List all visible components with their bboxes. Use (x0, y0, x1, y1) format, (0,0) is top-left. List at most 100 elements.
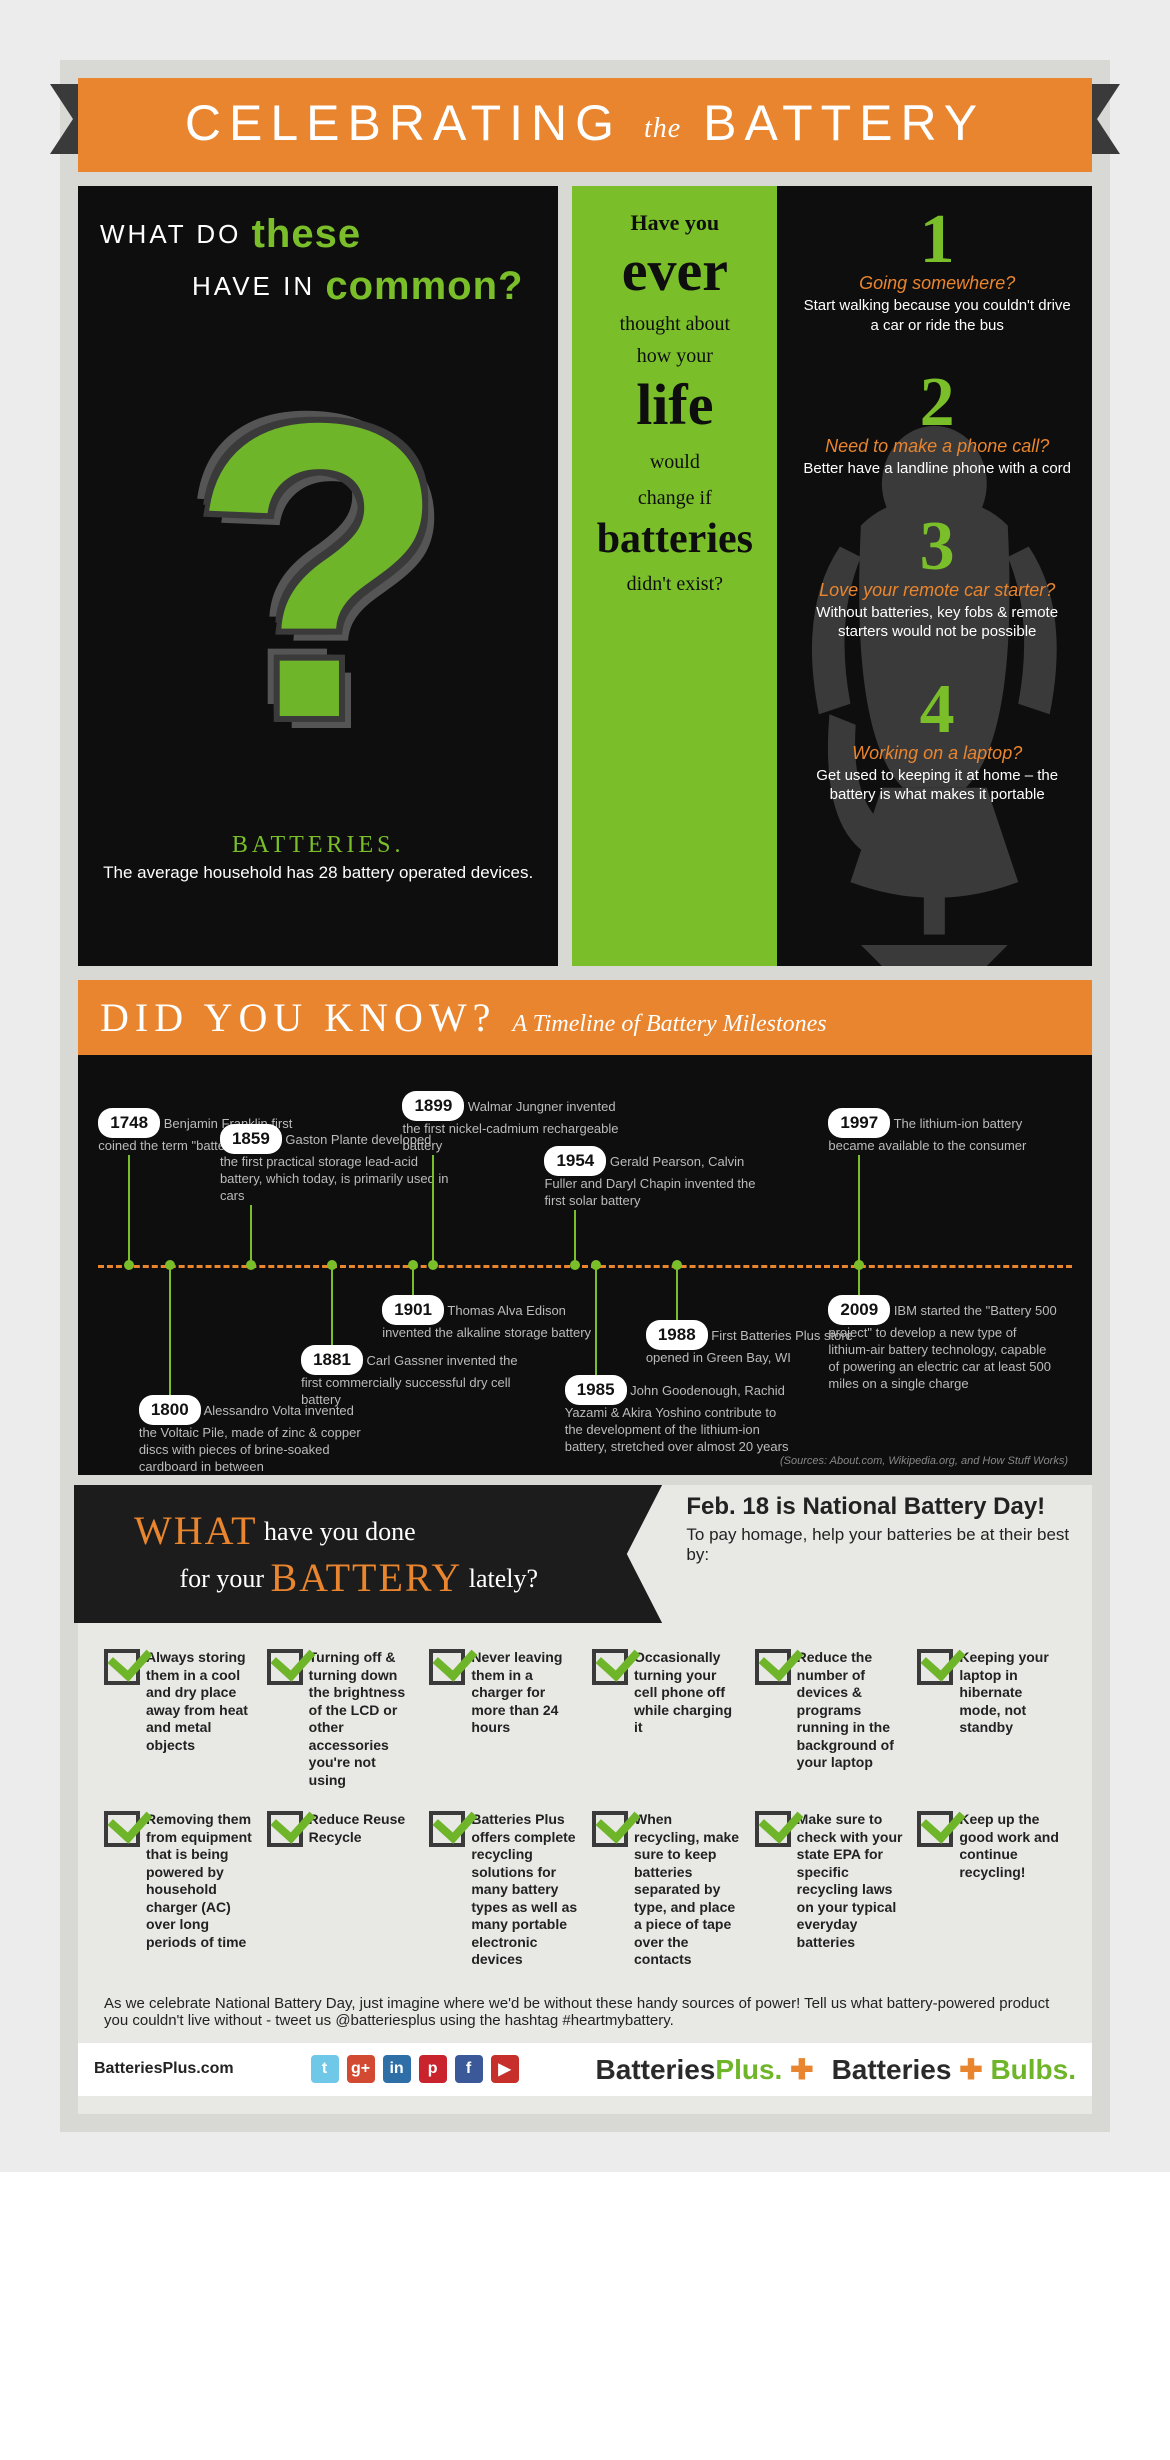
did-you-know-bar: DID YOU KNOW? A Timeline of Battery Mile… (78, 980, 1092, 1055)
timeline-2009: 2009 IBM started the "Battery 500 projec… (828, 1295, 1058, 1393)
numbered-scenarios: 1Going somewhere?Start walking because y… (802, 208, 1072, 841)
tip-item: Occasionally turning your cell phone off… (592, 1649, 741, 1789)
twitter-icon[interactable]: t (311, 2055, 339, 2083)
green-question-strip: Have you ever thought about how your lif… (572, 186, 777, 966)
tip-item: Removing them from equipment that is bei… (104, 1811, 253, 1969)
check-icon (267, 1811, 303, 1847)
scenario-3: 3Love your remote car starter?Without ba… (802, 515, 1072, 642)
scenario-2: 2Need to make a phone call?Better have a… (802, 371, 1072, 479)
national-battery-day: Feb. 18 is National Battery Day! To pay … (686, 1493, 1071, 1565)
page-title: CELEBRATING the BATTERY (78, 94, 1092, 152)
tip-text: Make sure to check with your state EPA f… (797, 1811, 904, 1969)
tip-item: Turning off & turning down the brightnes… (267, 1649, 416, 1789)
tip-item: Keeping your laptop in hibernate mode, n… (917, 1649, 1066, 1789)
tip-text: When recycling, make sure to keep batter… (634, 1811, 741, 1969)
tip-item: Never leaving them in a charger for more… (429, 1649, 578, 1789)
title-the: the (644, 113, 681, 145)
title-left: CELEBRATING (185, 95, 622, 151)
timeline-year: 1899 (402, 1091, 464, 1121)
scenario-question: Going somewhere? (802, 273, 1072, 294)
tip-item: When recycling, make sure to keep batter… (592, 1811, 741, 1969)
check-icon (104, 1811, 140, 1847)
timeline-year: 1901 (382, 1295, 444, 1325)
tip-text: Always storing them in a cool and dry pl… (146, 1649, 253, 1789)
check-icon (104, 1649, 140, 1685)
scenario-desc: Better have a landline phone with a cord (802, 459, 1072, 479)
facebook-icon[interactable]: f (455, 2055, 483, 2083)
timeline-axis (98, 1265, 1072, 1268)
timeline-year: 1997 (828, 1108, 890, 1138)
scenario-4: 4Working on a laptop?Get used to keeping… (802, 678, 1072, 805)
scenario-question: Working on a laptop? (802, 743, 1072, 764)
dyk-title: DID YOU KNOW? (100, 995, 496, 1040)
timeline-year: 1748 (98, 1108, 160, 1138)
closing-paragraph: As we celebrate National Battery Day, ju… (78, 1977, 1092, 2033)
tips-panel: WHAT have you done for your BATTERY late… (78, 1485, 1092, 2114)
google-icon[interactable]: g+ (347, 2055, 375, 2083)
tip-item: Batteries Plus offers complete recycling… (429, 1811, 578, 1969)
timeline-1881: 1881 Carl Gassner invented the first com… (301, 1345, 531, 1409)
scenario-number: 4 (802, 678, 1072, 741)
timeline-1954: 1954 Gerald Pearson, Calvin Fuller and D… (544, 1146, 774, 1210)
timeline-year: 1954 (544, 1146, 606, 1176)
tip-item: Reduce the number of devices & programs … (755, 1649, 904, 1789)
scenario-desc: Without batteries, key fobs & remote sta… (802, 603, 1072, 642)
timeline-1901: 1901 Thomas Alva Edison invented the alk… (382, 1295, 612, 1342)
what-have-you-done-ribbon: WHAT have you done for your BATTERY late… (74, 1485, 662, 1623)
scenario-1: 1Going somewhere?Start walking because y… (802, 208, 1072, 335)
tip-item: Reduce Reuse Recycle (267, 1811, 416, 1969)
check-icon (592, 1649, 628, 1685)
scenario-desc: Get used to keeping it at home – the bat… (802, 766, 1072, 805)
site-url[interactable]: BatteriesPlus.com (94, 2060, 234, 2078)
tip-text: Reduce Reuse Recycle (309, 1811, 416, 1969)
tips-grid: Always storing them in a cool and dry pl… (78, 1623, 1092, 1977)
footer: BatteriesPlus.com t g+ inpf ▶ BatteriesPlus… (78, 2043, 1092, 2096)
check-icon (592, 1811, 628, 1847)
linkedin-icon[interactable]: in (383, 2055, 411, 2083)
timeline-year: 1985 (565, 1375, 627, 1405)
youtube-icon[interactable]: ▶ (491, 2055, 519, 2083)
scenario-number: 1 (802, 208, 1072, 271)
timeline-1997: 1997 The lithium-ion battery became avai… (828, 1108, 1058, 1155)
tip-text: Turning off & turning down the brightnes… (309, 1649, 416, 1789)
tip-text: Never leaving them in a charger for more… (471, 1649, 578, 1789)
timeline-year: 2009 (828, 1295, 890, 1325)
check-icon (755, 1811, 791, 1847)
scenario-desc: Start walking because you couldn't drive… (802, 296, 1072, 335)
tip-item: Always storing them in a cool and dry pl… (104, 1649, 253, 1789)
pinterest-icon[interactable]: p (419, 2055, 447, 2083)
title-banner: CELEBRATING the BATTERY (78, 78, 1092, 172)
timeline-year: 1859 (220, 1124, 282, 1154)
what-heading: WHAT DO these HAVE IN common? (100, 208, 536, 312)
check-icon (917, 1649, 953, 1685)
scenario-number: 2 (802, 371, 1072, 434)
tip-text: Keeping your laptop in hibernate mode, n… (959, 1649, 1066, 1789)
check-icon (267, 1649, 303, 1685)
feb-heading: Feb. 18 is National Battery Day! (686, 1493, 1071, 1521)
check-icon (917, 1811, 953, 1847)
timeline-panel: (Sources: About.com, Wikipedia.org, and … (78, 1055, 1092, 1475)
tip-item: Keep up the good work and continue recyc… (917, 1811, 1066, 1969)
social-icons: t g+ inpf ▶ (311, 2055, 519, 2083)
check-icon (429, 1811, 465, 1847)
device-collage: ? (100, 312, 536, 832)
life-change-panel: Have you ever thought about how your lif… (572, 186, 1092, 966)
common-panel: WHAT DO these HAVE IN common? ? BATTERIE… (78, 186, 558, 966)
check-icon (429, 1649, 465, 1685)
timeline-year: 1881 (301, 1345, 363, 1375)
timeline-year: 1800 (139, 1395, 201, 1425)
tip-text: Reduce the number of devices & programs … (797, 1649, 904, 1789)
timeline-year: 1988 (646, 1320, 708, 1350)
dyk-subtitle: A Timeline of Battery Milestones (512, 1011, 826, 1037)
brand-batteries-bulbs: Batteries ✚ Bulbs. (832, 2053, 1076, 2086)
feb-sub: To pay homage, help your batteries be at… (686, 1525, 1071, 1565)
tip-text: Batteries Plus offers complete recycling… (471, 1811, 578, 1969)
tip-text: Occasionally turning your cell phone off… (634, 1649, 741, 1789)
title-right: BATTERY (703, 95, 985, 151)
check-icon (755, 1649, 791, 1685)
scenario-question: Love your remote car starter? (802, 580, 1072, 601)
brand-batteries-plus: BatteriesPlus. ✚ (596, 2053, 814, 2086)
tip-item: Make sure to check with your state EPA f… (755, 1811, 904, 1969)
timeline-1985: 1985 John Goodenough, Rachid Yazami & Ak… (565, 1375, 795, 1456)
tip-text: Removing them from equipment that is bei… (146, 1811, 253, 1969)
